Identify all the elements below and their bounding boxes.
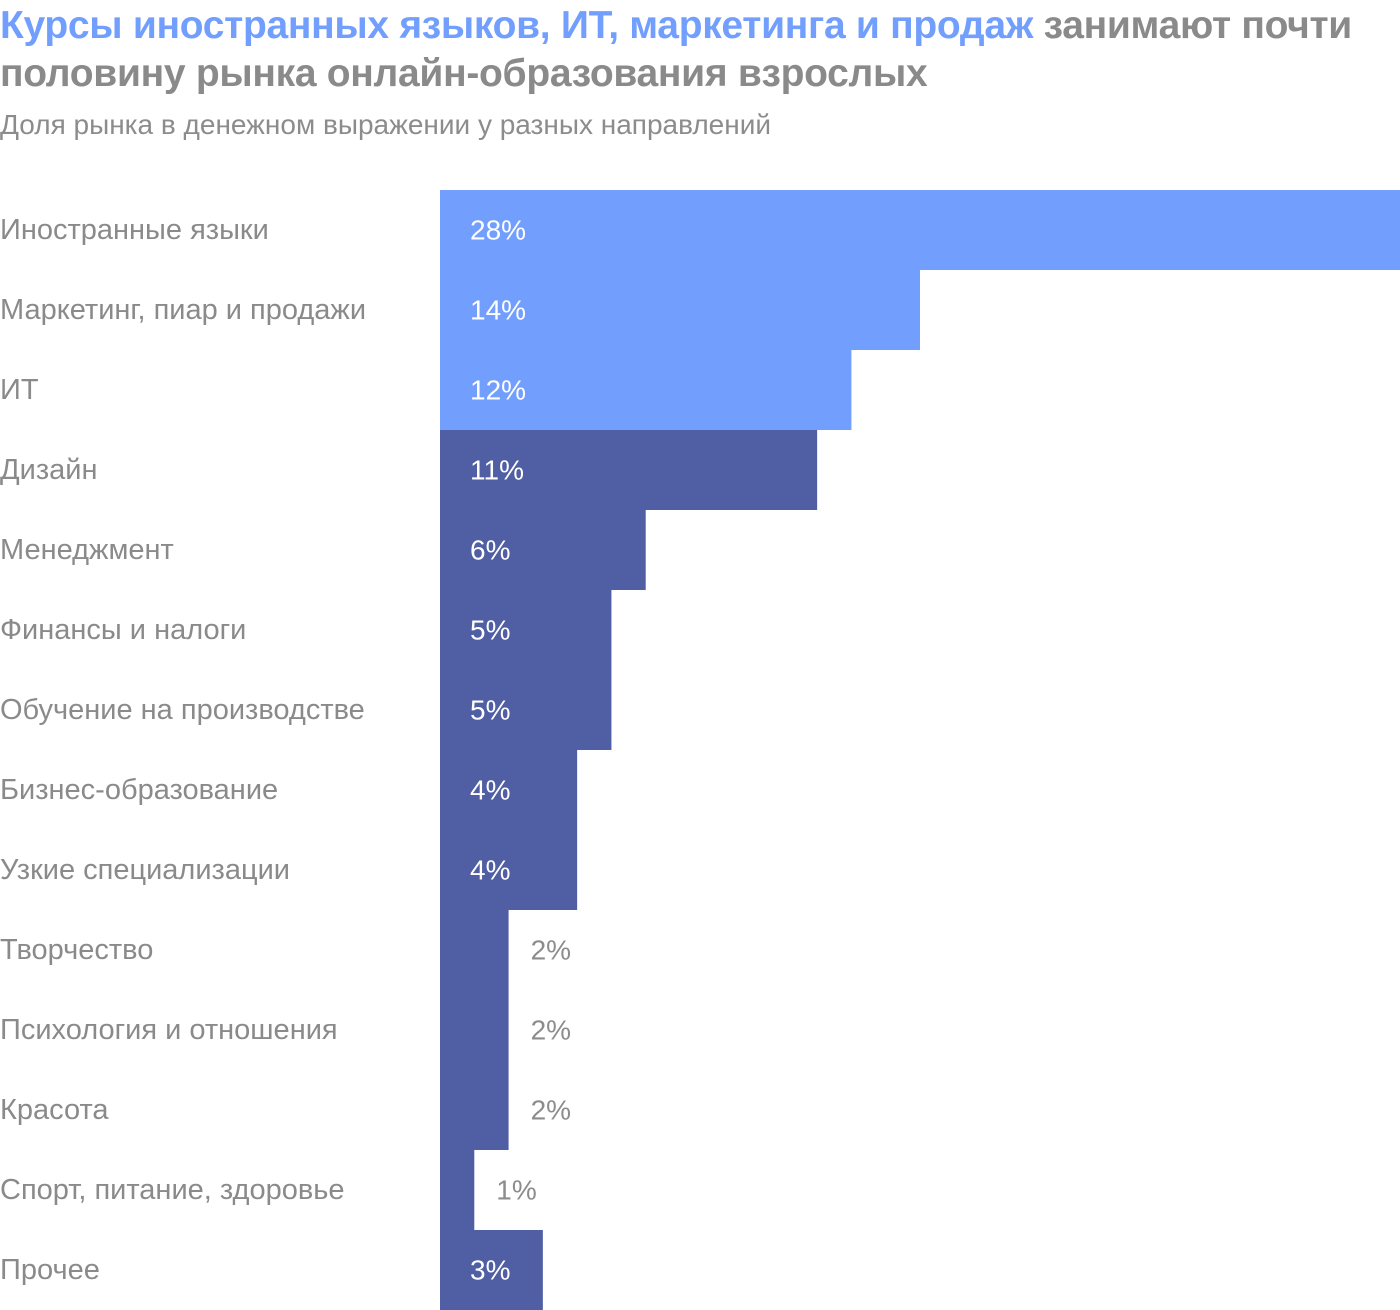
bar-10: [440, 990, 509, 1070]
category-label-13: Прочее: [0, 1254, 100, 1286]
category-label-5: Финансы и налоги: [0, 614, 246, 646]
bar-12: [440, 1150, 475, 1230]
category-label-6: Обучение на производстве: [0, 694, 365, 726]
bar-13: [440, 1230, 543, 1310]
category-label-2: ИТ: [0, 374, 39, 406]
category-label-0: Иностранные языки: [0, 214, 269, 246]
value-label-8: 4%: [470, 855, 510, 886]
bar-1: [440, 270, 920, 350]
bar-4: [440, 510, 646, 590]
bar-6: [440, 670, 612, 750]
value-label-10: 2%: [531, 1015, 571, 1046]
value-label-0: 28%: [470, 215, 526, 246]
value-label-9: 2%: [531, 935, 571, 966]
value-label-13: 3%: [470, 1255, 510, 1286]
chart-title-highlight: Курсы иностранных языков, ИТ, маркетинга…: [0, 4, 1034, 47]
value-label-7: 4%: [470, 775, 510, 806]
category-label-12: Спорт, питание, здоровье: [0, 1174, 345, 1206]
value-label-12: 1%: [496, 1175, 536, 1206]
category-label-11: Красота: [0, 1094, 109, 1126]
chart-subtitle: Доля рынка в денежном выражении у разных…: [0, 109, 771, 140]
category-label-7: Бизнес-образование: [0, 774, 278, 806]
bar-11: [440, 1070, 509, 1150]
chart-title: Курсы иностранных языков, ИТ, маркетинга…: [0, 0, 1400, 98]
bar-9: [440, 910, 509, 990]
category-label-10: Психология и отношения: [0, 1014, 338, 1046]
bar-8: [440, 830, 578, 910]
bar-5: [440, 590, 612, 670]
value-label-11: 2%: [531, 1095, 571, 1126]
category-label-8: Узкие специализации: [0, 854, 290, 886]
bar-3: [440, 430, 818, 510]
value-label-4: 6%: [470, 535, 510, 566]
chart-header: Курсы иностранных языков, ИТ, маркетинга…: [0, 0, 1400, 142]
bar-2: [440, 350, 852, 430]
bar-0: [440, 190, 1400, 270]
bar-7: [440, 750, 578, 830]
category-label-3: Дизайн: [0, 454, 97, 486]
category-label-9: Творчество: [0, 934, 153, 966]
value-label-2: 12%: [470, 375, 526, 406]
value-label-3: 11%: [470, 455, 524, 486]
category-label-1: Маркетинг, пиар и продажи: [0, 294, 366, 326]
chart-title-rest: занимают почти половину рынка онлайн-обр…: [0, 4, 1352, 95]
value-label-1: 14%: [470, 295, 526, 326]
value-label-6: 5%: [470, 695, 510, 726]
category-label-4: Менеджмент: [0, 534, 174, 566]
value-label-5: 5%: [470, 615, 510, 646]
